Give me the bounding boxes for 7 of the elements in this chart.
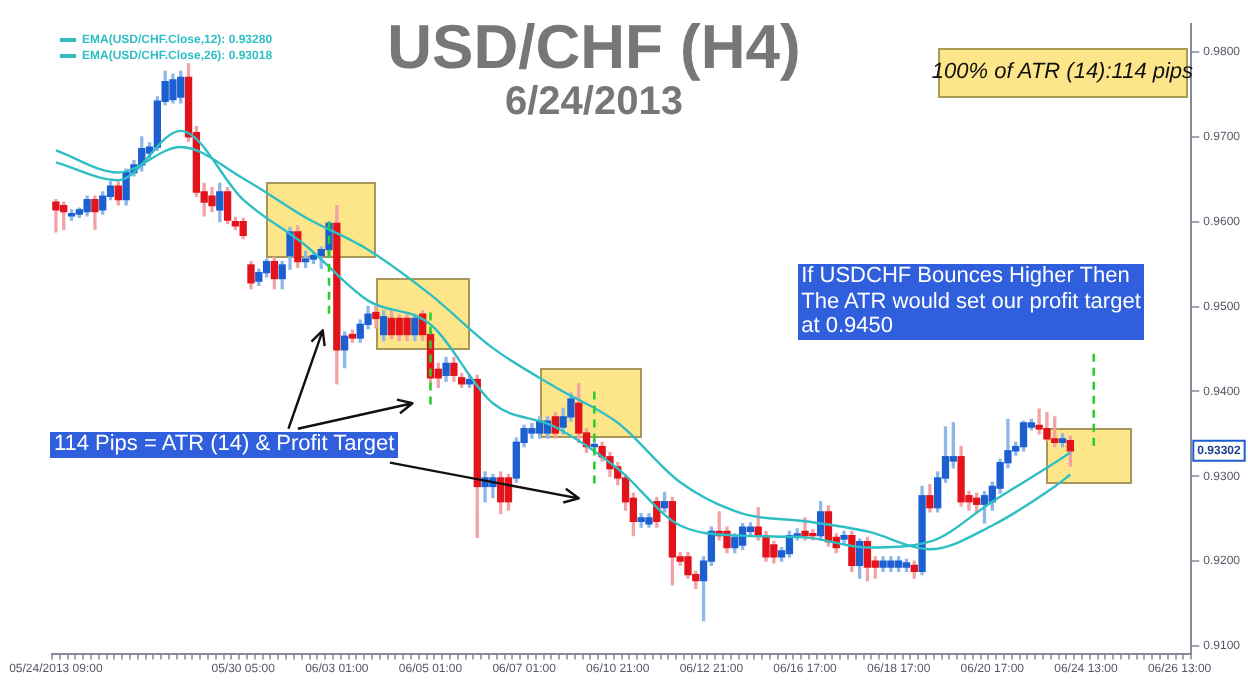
annotation: 100% of ATR (14):114 pips (931, 47, 1194, 98)
text: 6/24/2013 (505, 80, 683, 124)
candlestick (52, 198, 60, 233)
annotation: If USDCHF Bounces Higher Then The ATR would set our profit target at 0.9450 (797, 264, 1145, 340)
candlestick (1035, 408, 1043, 435)
annotation: 114 Pips = ATR (14) & Profit Target (49, 432, 399, 458)
chart-title: USD/CHF (H4) (387, 12, 801, 82)
